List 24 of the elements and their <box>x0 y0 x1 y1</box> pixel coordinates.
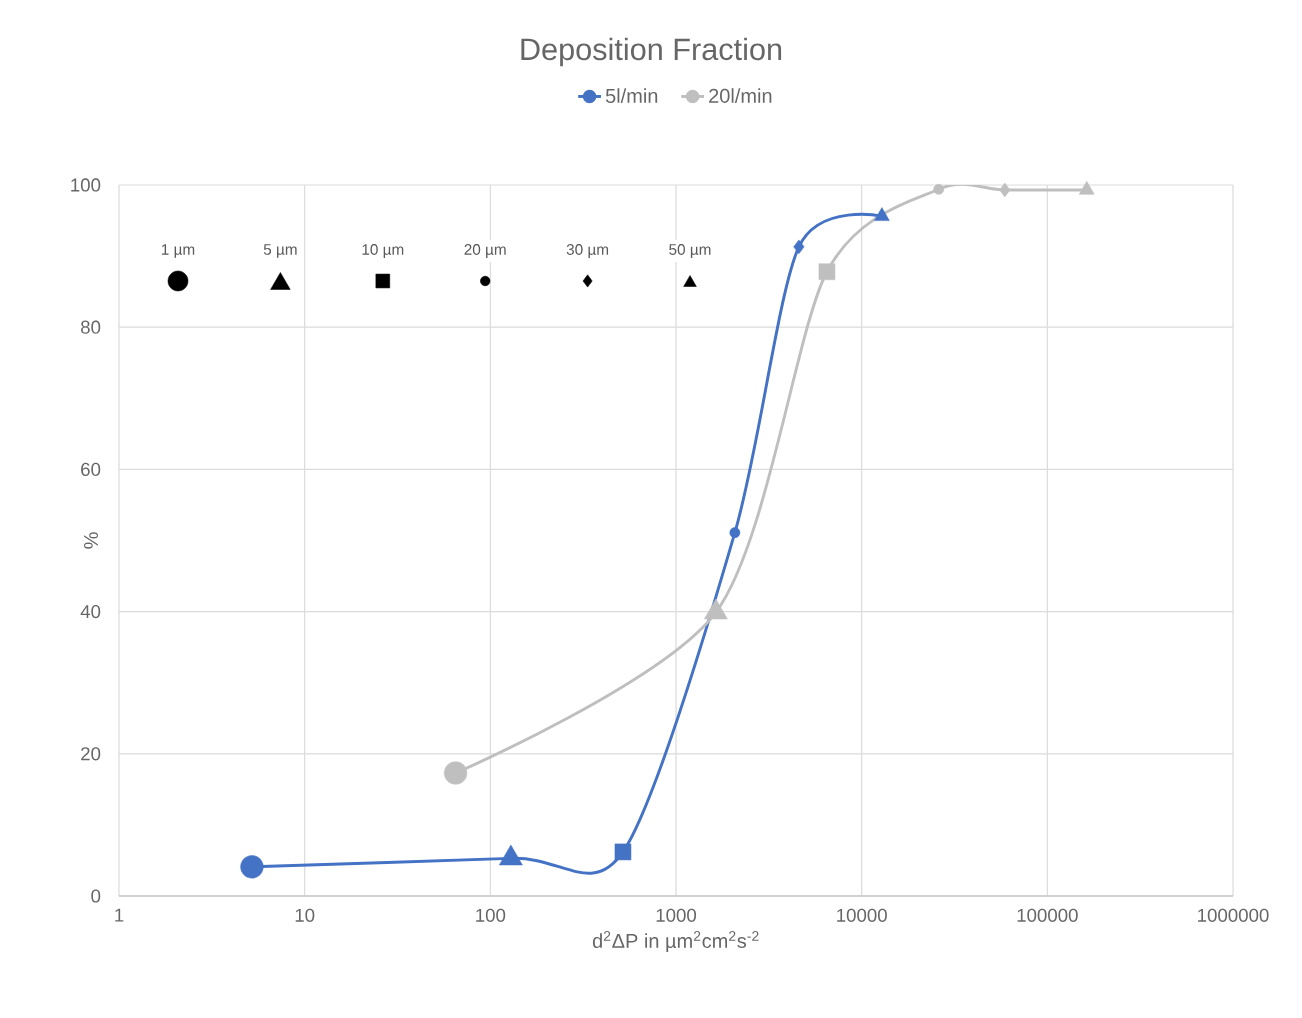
annotation: 50 µm <box>669 244 711 258</box>
x-tick-label: 1000 <box>656 908 697 922</box>
x-tick-label: 1 <box>115 908 124 922</box>
y-tick-label: 100 <box>71 178 101 192</box>
annotation: 30 µm <box>566 244 609 258</box>
chart-title: Deposition Fraction <box>521 37 782 67</box>
x-axis-title: d$^{2}$ΔP in µm$^{2}$cm$^{2}$s$^{-2}$ <box>592 931 759 952</box>
y-tick-label: 60 <box>81 462 101 477</box>
annotation: 20 µm <box>464 244 506 258</box>
y-tick-label: 0 <box>91 889 101 903</box>
y-tick-label: 20 <box>81 747 101 761</box>
x-tick-label: 100 <box>476 908 506 922</box>
y-tick-label: 40 <box>80 604 101 619</box>
legend-label: 5l/min <box>605 88 658 103</box>
annotation: 5 µm <box>263 244 297 258</box>
x-tick-label: 1000000 <box>1198 908 1269 922</box>
y-axis-title: % <box>84 532 98 549</box>
y-tick-label: 80 <box>81 320 101 334</box>
x-tick-label: 10 <box>295 908 315 922</box>
annotation: 1 µm <box>161 244 195 258</box>
x-tick-label: 10000 <box>837 908 887 922</box>
x-tick-label: 100000 <box>1017 908 1078 922</box>
annotation: 10 µm <box>362 244 404 258</box>
legend-label: 20l/min <box>709 88 772 103</box>
